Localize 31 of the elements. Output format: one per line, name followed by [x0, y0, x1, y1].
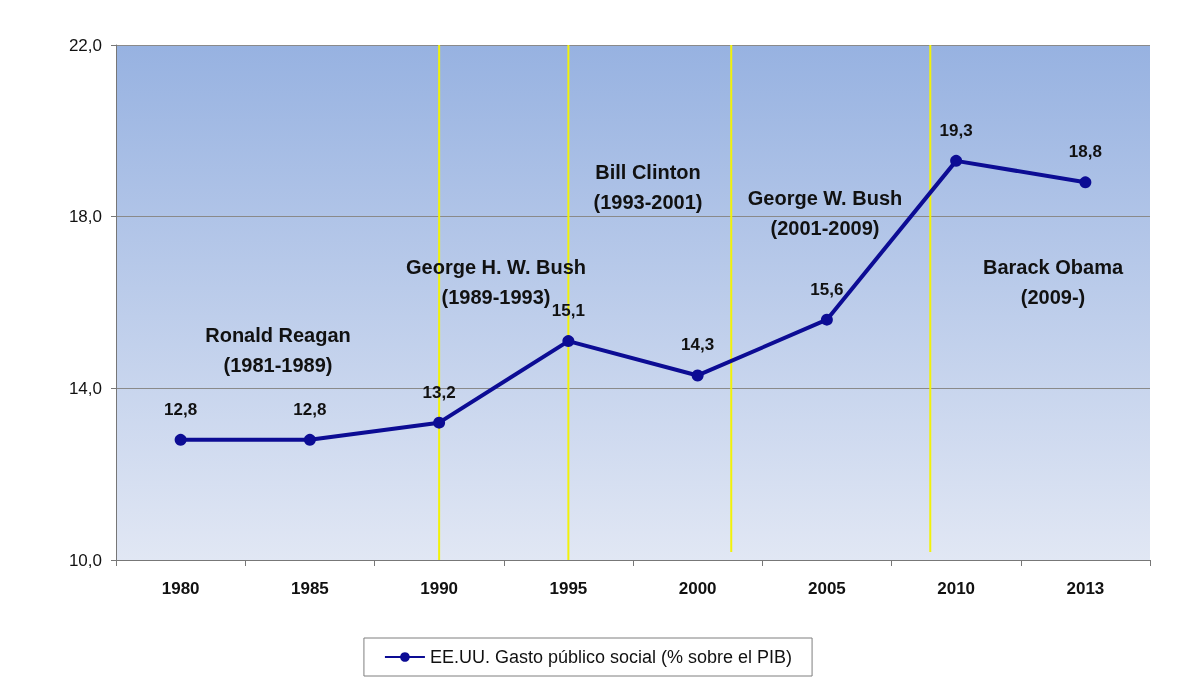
point [820, 313, 833, 326]
y-tick-label: 22,0 [68, 35, 102, 55]
x-tick-label: 2010 [937, 579, 976, 598]
y-tick-label: 10,0 [68, 550, 102, 570]
y-tick-label: 18,0 [68, 207, 102, 227]
point [303, 433, 316, 446]
x-tick-label: 2013 [1066, 579, 1105, 598]
annotation: Bill Clinton (1993-2001) [593, 161, 703, 213]
point [562, 335, 575, 348]
data-label: 14,3 [681, 335, 715, 355]
annotation: Ronald Reagan (1981-1989) [205, 324, 351, 376]
annotation: Barack Obama (2009-) [982, 256, 1124, 308]
point [1079, 176, 1092, 189]
point [950, 154, 963, 167]
x-tick-label: 1985 [290, 579, 329, 598]
x-tick-label: 2000 [678, 579, 717, 598]
data-label: 12,8 [293, 399, 327, 419]
data-label: 12,8 [164, 399, 198, 419]
legend-label: EE.UU. Gasto público social (% sobre el PIB) [429, 647, 793, 667]
data-label: 15,6 [810, 279, 844, 299]
x-tick-label: 1990 [420, 579, 459, 598]
data-label: 19,3 [939, 120, 973, 140]
point [174, 433, 187, 446]
point [691, 369, 704, 382]
x-tick-label: 2005 [807, 579, 846, 598]
x-tick-label: 1995 [549, 579, 588, 598]
point [433, 416, 446, 429]
annotation: George W. Bush (2001-2009) [747, 187, 903, 239]
y-tick-label: 14,0 [68, 378, 102, 398]
x-tick-label: 1980 [161, 579, 200, 598]
data-label: 18,8 [1068, 142, 1102, 162]
